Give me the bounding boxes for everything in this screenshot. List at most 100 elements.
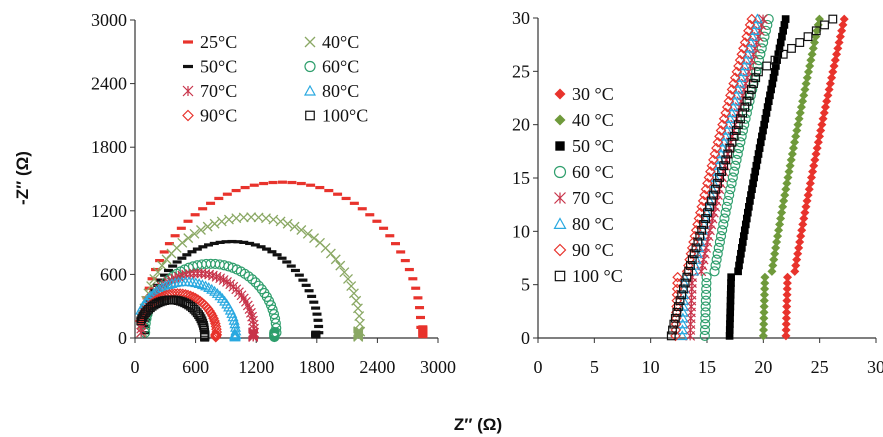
right-y-tick-label: 10 — [512, 221, 530, 241]
data-point — [752, 161, 761, 170]
data-point — [238, 212, 249, 223]
data-point — [769, 73, 778, 82]
data-point — [838, 20, 848, 30]
data-point — [741, 107, 752, 119]
data-point — [803, 190, 813, 200]
data-point — [205, 307, 217, 319]
data-point — [365, 213, 375, 217]
data-point — [309, 300, 319, 304]
data-point — [732, 148, 743, 160]
data-point — [735, 137, 746, 148]
data-point — [816, 126, 826, 136]
data-point — [160, 273, 170, 277]
data-point — [741, 31, 753, 43]
data-point — [701, 272, 712, 283]
data-point — [718, 219, 729, 230]
data-point — [172, 260, 182, 264]
data-point — [277, 180, 287, 184]
data-point — [738, 43, 749, 54]
data-point — [801, 202, 811, 212]
data-point — [725, 143, 735, 153]
legend-marker — [304, 60, 316, 73]
data-point — [772, 237, 782, 247]
data-point — [722, 195, 734, 207]
data-point — [781, 15, 790, 23]
data-point — [330, 254, 341, 265]
data-point — [307, 294, 317, 298]
data-point — [182, 253, 192, 257]
data-point — [744, 96, 755, 107]
data-point — [753, 156, 762, 164]
data-point — [760, 25, 771, 36]
data-point — [713, 178, 722, 188]
data-point — [408, 277, 418, 281]
right-y-tick-label: 5 — [521, 275, 530, 295]
data-point — [705, 166, 716, 177]
data-point — [740, 113, 751, 124]
data-point — [799, 214, 809, 224]
data-point — [197, 316, 207, 326]
left-x-tick-label: 2400 — [359, 357, 395, 377]
data-point — [200, 332, 210, 342]
data-point — [207, 310, 218, 322]
data-point — [781, 319, 791, 329]
data-point — [720, 207, 731, 218]
data-point — [754, 150, 763, 158]
data-point — [806, 55, 816, 65]
legend-marker — [183, 64, 193, 69]
data-point — [147, 277, 157, 281]
data-point — [233, 240, 243, 244]
data-point — [354, 311, 365, 322]
data-point — [759, 31, 770, 42]
data-point — [763, 103, 772, 111]
data-point — [211, 326, 223, 338]
data-point — [811, 149, 821, 159]
data-point — [712, 248, 723, 259]
data-point — [355, 318, 365, 329]
data-point — [705, 202, 714, 212]
data-point — [697, 195, 709, 207]
data-point — [762, 19, 773, 31]
data-point — [752, 60, 763, 72]
data-point — [209, 241, 219, 246]
data-point — [163, 268, 173, 273]
data-point — [775, 44, 784, 53]
data-point — [700, 313, 711, 324]
data-point — [803, 67, 813, 77]
data-point — [797, 225, 807, 235]
data-point — [779, 26, 787, 35]
data-point — [277, 256, 287, 260]
data-point — [777, 208, 787, 218]
data-point — [806, 172, 816, 182]
data-point — [736, 48, 748, 60]
data-point — [776, 38, 785, 47]
data-point — [787, 149, 797, 159]
data-point — [713, 242, 724, 253]
data-point — [712, 136, 724, 148]
data-point — [760, 120, 768, 129]
data-point — [756, 138, 765, 147]
data-point — [385, 234, 395, 238]
data-point — [253, 280, 264, 291]
data-point — [349, 201, 359, 205]
data-point — [700, 183, 712, 195]
legend-label: 80 °C — [572, 214, 614, 234]
data-point — [783, 272, 793, 282]
data-point — [341, 196, 351, 201]
right-x-tick-label: 25 — [811, 357, 829, 377]
data-point — [829, 61, 839, 71]
data-point — [758, 132, 766, 141]
legend-label: 40 °C — [572, 110, 614, 130]
data-point — [738, 238, 747, 246]
data-point — [296, 181, 306, 186]
data-point — [164, 242, 174, 246]
data-point — [749, 79, 758, 89]
data-point — [666, 331, 676, 341]
data-point — [294, 273, 304, 277]
data-point — [727, 137, 737, 147]
data-point — [784, 167, 794, 177]
data-point — [296, 225, 307, 235]
data-point — [736, 114, 745, 124]
data-point — [267, 250, 277, 254]
data-point — [782, 278, 792, 288]
